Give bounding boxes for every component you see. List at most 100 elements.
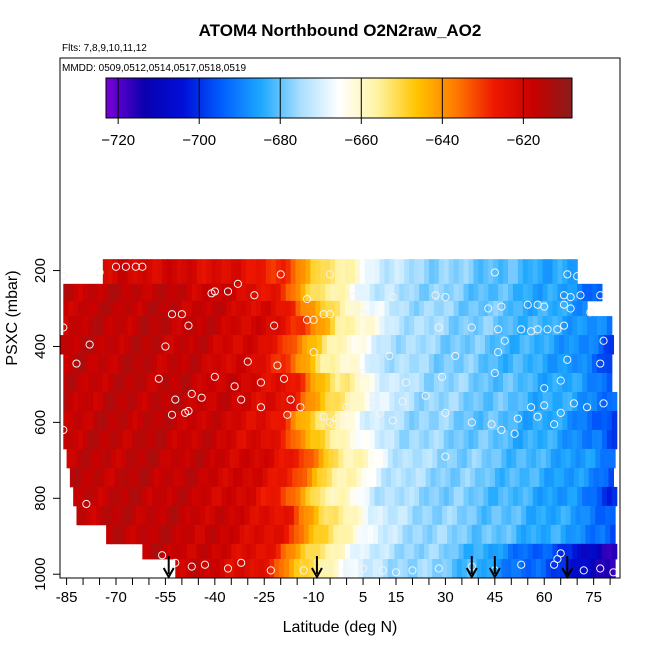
heatmap-cell bbox=[325, 392, 331, 412]
heatmap-cell bbox=[223, 467, 229, 488]
observation-point bbox=[349, 293, 358, 302]
heatmap-cell bbox=[330, 373, 336, 393]
observation-point bbox=[553, 325, 562, 334]
heatmap-cell bbox=[116, 505, 122, 526]
heatmap-cell bbox=[359, 316, 366, 336]
heatmap-cell bbox=[402, 524, 409, 545]
heatmap-cell bbox=[298, 448, 305, 469]
heatmap-cell bbox=[349, 354, 356, 374]
heatmap-cell bbox=[470, 335, 476, 355]
heatmap-cell bbox=[394, 300, 400, 317]
heatmap-cell bbox=[221, 259, 227, 285]
heatmap-cell bbox=[387, 505, 394, 526]
colorbar-ticks: −720 −700 −680 −660 −640 −620 bbox=[101, 78, 540, 149]
heatmap-cell bbox=[132, 259, 139, 285]
heatmap-cell bbox=[611, 392, 618, 412]
dates-note: MMDD: 0509,0512,0514,0517,0518,0519 bbox=[62, 63, 246, 74]
heatmap-cell bbox=[308, 505, 315, 526]
heatmap-cell bbox=[305, 354, 311, 374]
heatmap-cell bbox=[308, 524, 315, 545]
arrow-head bbox=[162, 567, 175, 580]
heatmap-cell bbox=[214, 448, 221, 469]
observation-point bbox=[494, 348, 503, 357]
heatmap-cell bbox=[236, 300, 242, 317]
heatmap-cell bbox=[465, 467, 471, 488]
heatmap-cell bbox=[83, 392, 89, 412]
heatmap-cell bbox=[231, 392, 237, 412]
heatmap-cell bbox=[99, 467, 106, 488]
heatmap-cell bbox=[422, 524, 428, 545]
heatmap-cell bbox=[468, 316, 475, 336]
heatmap-cell bbox=[204, 559, 211, 579]
heatmap-cell bbox=[567, 316, 573, 336]
heatmap-cell bbox=[374, 316, 381, 336]
heatmap-cell bbox=[359, 283, 366, 302]
heatmap-cell bbox=[392, 524, 399, 545]
heatmap-cell bbox=[88, 373, 94, 393]
heatmap-cell bbox=[463, 410, 470, 431]
heatmap-cell bbox=[145, 448, 152, 469]
heatmap-cell bbox=[305, 543, 311, 560]
heatmap-cell bbox=[132, 373, 139, 393]
heatmap-cell bbox=[295, 354, 302, 374]
heatmap-cell bbox=[443, 486, 450, 507]
heatmap-cell bbox=[544, 467, 550, 488]
heatmap-cell bbox=[428, 410, 435, 431]
heatmap-cell bbox=[221, 373, 227, 393]
heatmap-cell bbox=[354, 410, 361, 431]
heatmap-cell bbox=[463, 300, 470, 317]
heatmap-cell bbox=[348, 505, 354, 526]
heatmap-cell bbox=[246, 373, 252, 393]
heatmap-cell bbox=[269, 524, 275, 545]
heatmap-cell bbox=[458, 373, 465, 393]
observation-point bbox=[540, 384, 549, 393]
heatmap-cell bbox=[285, 410, 292, 431]
observation-point bbox=[494, 325, 503, 334]
heatmap-cell bbox=[356, 467, 363, 488]
heatmap-cell bbox=[305, 429, 311, 450]
heatmap-cell bbox=[134, 335, 140, 355]
heatmap-cell bbox=[162, 410, 168, 431]
heatmap-cell bbox=[201, 316, 208, 336]
heatmap-cell bbox=[404, 486, 410, 507]
heatmap-cell bbox=[351, 467, 358, 488]
heatmap-cell bbox=[214, 524, 221, 545]
heatmap-cell bbox=[280, 300, 287, 317]
heatmap-cell bbox=[404, 410, 410, 431]
heatmap-cell bbox=[254, 448, 260, 469]
heatmap-cell bbox=[394, 316, 400, 336]
heatmap-cell bbox=[275, 283, 282, 302]
heatmap-cell bbox=[508, 486, 514, 507]
heatmap-cell bbox=[456, 559, 463, 579]
heatmap-cell bbox=[94, 335, 101, 355]
heatmap-cell bbox=[453, 543, 460, 560]
heatmap-cell bbox=[168, 467, 175, 488]
heatmap-cell bbox=[270, 316, 277, 336]
heatmap-cell bbox=[285, 373, 292, 393]
heatmap-cell bbox=[438, 392, 445, 412]
heatmap-cell bbox=[506, 524, 512, 545]
heatmap-cell bbox=[201, 354, 208, 374]
x-tick-label: 15 bbox=[388, 589, 405, 606]
observation-point bbox=[210, 372, 219, 381]
heatmap-cell bbox=[557, 373, 563, 393]
heatmap-cell bbox=[475, 335, 481, 355]
heatmap-cell bbox=[251, 373, 257, 393]
heatmap-cell bbox=[503, 283, 509, 302]
heatmap-cell bbox=[575, 524, 582, 545]
heatmap-cell bbox=[102, 429, 109, 450]
heatmap-cell bbox=[483, 392, 489, 412]
heatmap-cell bbox=[424, 486, 430, 507]
heatmap-cell bbox=[176, 300, 183, 317]
heatmap-cell bbox=[550, 505, 557, 526]
heatmap-cell bbox=[557, 410, 563, 431]
observation-point bbox=[266, 566, 275, 575]
heatmap-cell bbox=[328, 448, 335, 469]
heatmap-cell bbox=[606, 354, 613, 374]
heatmap-cell bbox=[246, 316, 252, 336]
heatmap-cell bbox=[424, 259, 430, 285]
heatmap-cell bbox=[229, 524, 236, 545]
arrow-head bbox=[561, 567, 574, 580]
heatmap-cell bbox=[379, 543, 386, 560]
heatmap-cell bbox=[254, 524, 260, 545]
